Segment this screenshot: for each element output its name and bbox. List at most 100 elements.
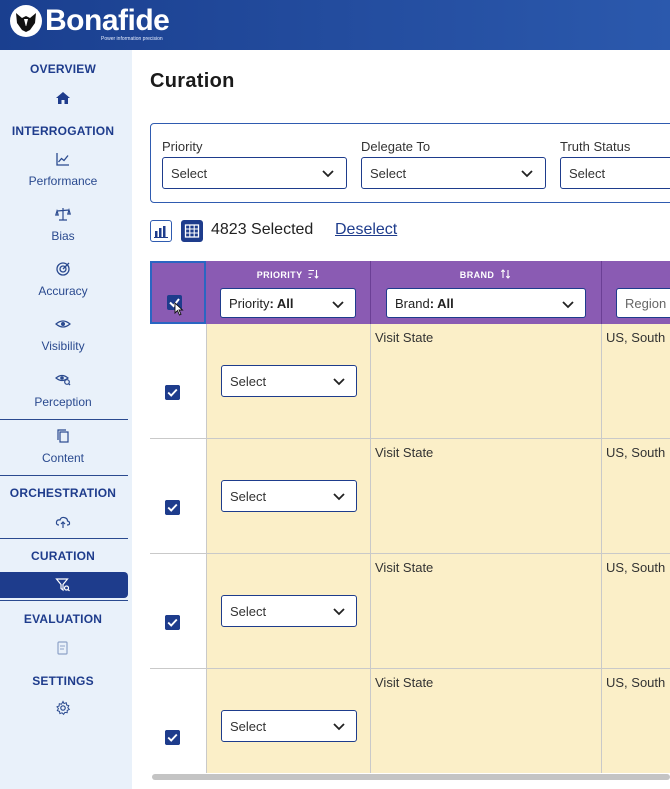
table-header: PRIORITY Priority: All BRAND Brand: All … [150,261,670,324]
home-icon[interactable] [55,90,71,106]
deselect-link[interactable]: Deselect [335,221,398,238]
brand-column-filter[interactable]: Brand: All [386,288,586,318]
copy-icon[interactable] [55,428,71,444]
region-cell: US, South [601,439,670,554]
filter-search-icon [55,578,70,592]
selected-count: 4823 Selected [211,221,314,238]
sidebar-heading-evaluation[interactable]: EVALUATION [23,612,103,626]
brand-cell: Visit State [370,669,601,773]
sidebar-heading-orchestration[interactable]: ORCHESTRATION [9,486,117,500]
line-chart-icon[interactable] [55,151,71,167]
region-cell: US, South [601,554,670,669]
sidebar-heading-settings[interactable]: SETTINGS [32,674,94,688]
row-priority-select[interactable]: Select [221,710,357,742]
row-checkbox[interactable] [165,615,180,630]
chevron-down-icon [562,301,574,309]
row-checkbox[interactable] [165,730,180,745]
priority-filter-value: Select [171,166,208,181]
target-icon[interactable] [55,261,71,277]
table-grid-icon [184,224,200,238]
row-checkbox[interactable] [165,500,180,515]
region-cell: US, South [601,324,670,439]
sidebar-divider [0,600,128,601]
chevron-down-icon [333,608,345,616]
table-row: Select Visit State US, South [150,439,670,554]
chart-view-button[interactable] [150,220,172,242]
brand-tagline: Power information precision [101,36,163,42]
sidebar-item-bias[interactable]: Bias [51,229,75,243]
curation-table: PRIORITY Priority: All BRAND Brand: All … [150,261,670,773]
region-cell: US, South [601,669,670,773]
row-checkbox-cell [150,439,206,554]
select-all-cell[interactable] [150,261,206,324]
priority-cell: Select [206,439,370,554]
priority-filter-prefix: Priority [229,296,270,311]
table-row: Select Visit State US, South [150,669,670,773]
region-cell-text: US, South [606,675,666,690]
region-column-filter[interactable]: Region [616,288,670,318]
cloud-upload-icon[interactable] [55,514,71,530]
delegate-filter-select[interactable]: Select [361,157,546,189]
sort-icon[interactable] [500,269,511,279]
priority-filter-select[interactable]: Select [162,157,347,189]
chevron-down-icon [333,378,345,386]
brand-column-header[interactable]: BRAND [370,269,601,280]
filter-panel: Priority Select Delegate To Select Truth… [150,123,670,203]
row-checkbox[interactable] [165,385,180,400]
sidebar-item-content[interactable]: Content [41,451,85,465]
sidebar-divider [0,475,128,476]
column-divider [370,261,371,324]
chevron-down-icon [332,301,344,309]
row-checkbox-cell [150,554,206,669]
table-view-button[interactable] [181,220,203,242]
brand-column-title: BRAND [459,270,495,280]
row-priority-value: Select [230,604,267,619]
row-checkbox-cell [150,324,206,439]
top-header: Bonafide Power information precision [0,0,670,50]
brand-filter-prefix: Brand [395,296,430,311]
row-priority-value: Select [230,374,267,389]
brand-filter-current: : All [429,296,454,311]
row-priority-value: Select [230,489,267,504]
region-cell-text: US, South [606,330,666,345]
sidebar-item-perception[interactable]: Perception [34,395,92,409]
delegate-filter-value: Select [370,166,407,181]
region-filter-prefix: Region [625,296,667,311]
horizontal-scrollbar[interactable] [152,774,670,780]
brand-cell-text: Visit State [375,675,434,690]
sidebar-item-performance[interactable]: Performance [28,174,98,188]
priority-column-header[interactable]: PRIORITY [206,269,370,280]
select-all-checkbox[interactable] [166,294,190,318]
brand-logo[interactable]: Bonafide [10,4,170,38]
priority-column-filter[interactable]: Priority: All [220,288,356,318]
chevron-down-icon [333,493,345,501]
eye-icon[interactable] [55,316,71,332]
priority-cell: Select [206,669,370,773]
region-cell-text: US, South [606,445,666,460]
sidebar-item-accuracy[interactable]: Accuracy [38,284,88,298]
truth-status-filter-select[interactable]: Select [560,157,670,189]
table-row: Select Visit State US, South [150,554,670,669]
selection-toolbar: 4823 Selected Deselect [150,219,550,243]
sort-icon[interactable] [308,269,319,279]
sidebar-heading-interrogation[interactable]: INTERROGATION [11,124,115,138]
brand-cell-text: Visit State [375,560,434,575]
sidebar: OVERVIEW INTERROGATION Performance Bias … [0,50,132,789]
sidebar-heading-overview[interactable]: OVERVIEW [29,62,97,76]
region-cell-text: US, South [606,560,666,575]
delegate-filter-label: Delegate To [361,139,431,154]
column-divider [601,261,602,324]
gear-icon[interactable] [55,700,71,716]
eye-search-icon[interactable] [55,371,71,387]
row-priority-select[interactable]: Select [221,595,357,627]
clipboard-icon[interactable] [55,640,71,656]
sidebar-heading-curation[interactable]: CURATION [30,549,96,563]
row-checkbox-cell [150,669,206,773]
sidebar-item-visibility[interactable]: Visibility [41,339,85,353]
sidebar-item-curation-active[interactable] [0,572,128,598]
table-row: Select Visit State US, South [150,324,670,439]
row-priority-select[interactable]: Select [221,480,357,512]
row-priority-select[interactable]: Select [221,365,357,397]
brand-cell-text: Visit State [375,445,434,460]
scale-icon[interactable] [55,206,71,222]
